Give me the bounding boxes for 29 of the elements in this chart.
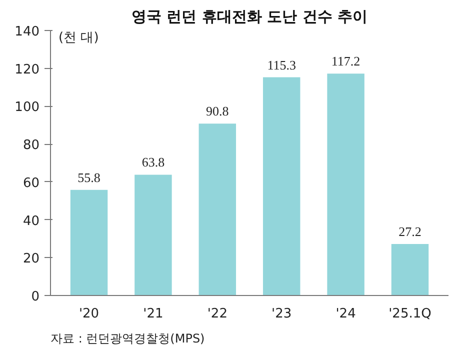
y-tick-label: 20 bbox=[22, 252, 40, 267]
data-label: 63.8 bbox=[142, 154, 165, 170]
x-tick-label: '25.1Q bbox=[388, 306, 432, 322]
y-axis-title: (천 대) bbox=[58, 30, 99, 46]
text: 자료 : 런던광역경찰청(MPS) bbox=[50, 332, 205, 346]
bar bbox=[327, 74, 364, 296]
data-label: 55.8 bbox=[78, 170, 100, 185]
bar bbox=[198, 124, 236, 296]
x-tick-label: '21 bbox=[143, 306, 164, 322]
y-tick-label: 60 bbox=[22, 176, 40, 191]
data-label: 117.2 bbox=[331, 54, 360, 69]
y-tick-label: 120 bbox=[14, 62, 40, 78]
data-label: 27.2 bbox=[398, 224, 422, 240]
data-label: 115.3 bbox=[267, 57, 296, 72]
x-tick-label: '20 bbox=[78, 306, 100, 322]
y-tick-label: 140 bbox=[14, 24, 40, 40]
chart-title: 영국 런던 휴대전화 도난 건수 추이 bbox=[131, 8, 368, 26]
y-tick-label: 100 bbox=[14, 100, 40, 116]
bar bbox=[134, 174, 172, 296]
y-tick-label: 80 bbox=[22, 138, 40, 154]
bar bbox=[70, 190, 108, 296]
bar bbox=[391, 244, 429, 296]
x-tick-label: '22 bbox=[207, 306, 228, 322]
y-tick-label: 40 bbox=[22, 214, 40, 229]
bar bbox=[262, 77, 300, 296]
data-label: 90.8 bbox=[206, 104, 229, 119]
y-tick-label: 0 bbox=[31, 290, 40, 304]
x-tick-label: '23 bbox=[272, 306, 292, 322]
x-tick-label: '24 bbox=[336, 306, 356, 322]
